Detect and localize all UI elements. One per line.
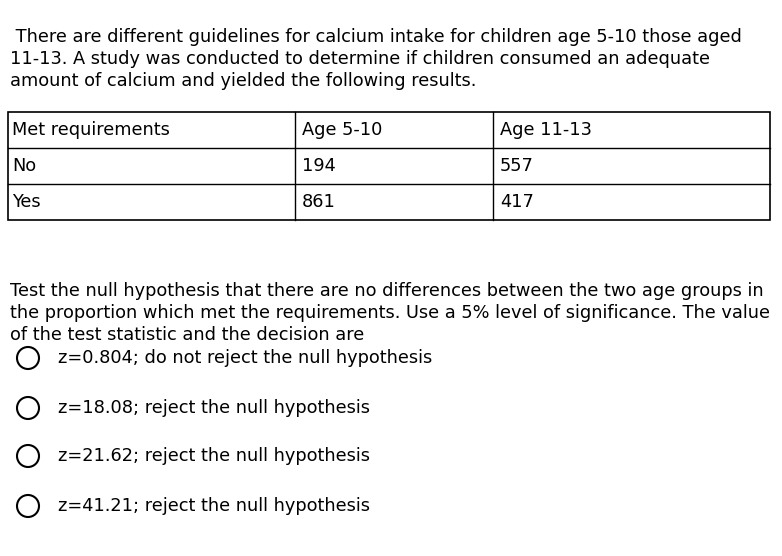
Text: Test the null hypothesis that there are no differences between the two age group: Test the null hypothesis that there are … <box>10 282 764 300</box>
Text: the proportion which met the requirements. Use a 5% level of significance. The v: the proportion which met the requirement… <box>10 304 770 322</box>
Text: amount of calcium and yielded the following results.: amount of calcium and yielded the follow… <box>10 72 476 90</box>
Text: There are different guidelines for calcium intake for children age 5-10 those ag: There are different guidelines for calci… <box>10 28 742 46</box>
Text: 861: 861 <box>302 193 336 211</box>
Text: Yes: Yes <box>12 193 41 211</box>
Text: z=0.804; do not reject the null hypothesis: z=0.804; do not reject the null hypothes… <box>58 349 432 367</box>
Text: of the test statistic and the decision are: of the test statistic and the decision a… <box>10 326 364 344</box>
Text: No: No <box>12 157 36 175</box>
Text: 557: 557 <box>500 157 534 175</box>
Text: Met requirements: Met requirements <box>12 121 170 139</box>
Text: z=21.62; reject the null hypothesis: z=21.62; reject the null hypothesis <box>58 447 370 465</box>
Text: z=18.08; reject the null hypothesis: z=18.08; reject the null hypothesis <box>58 399 370 417</box>
Text: Age 5-10: Age 5-10 <box>302 121 382 139</box>
Text: z=41.21; reject the null hypothesis: z=41.21; reject the null hypothesis <box>58 497 370 515</box>
Text: Age 11-13: Age 11-13 <box>500 121 592 139</box>
Text: 194: 194 <box>302 157 335 175</box>
Text: 417: 417 <box>500 193 534 211</box>
Text: 11-13. A study was conducted to determine if children consumed an adequate: 11-13. A study was conducted to determin… <box>10 50 710 68</box>
